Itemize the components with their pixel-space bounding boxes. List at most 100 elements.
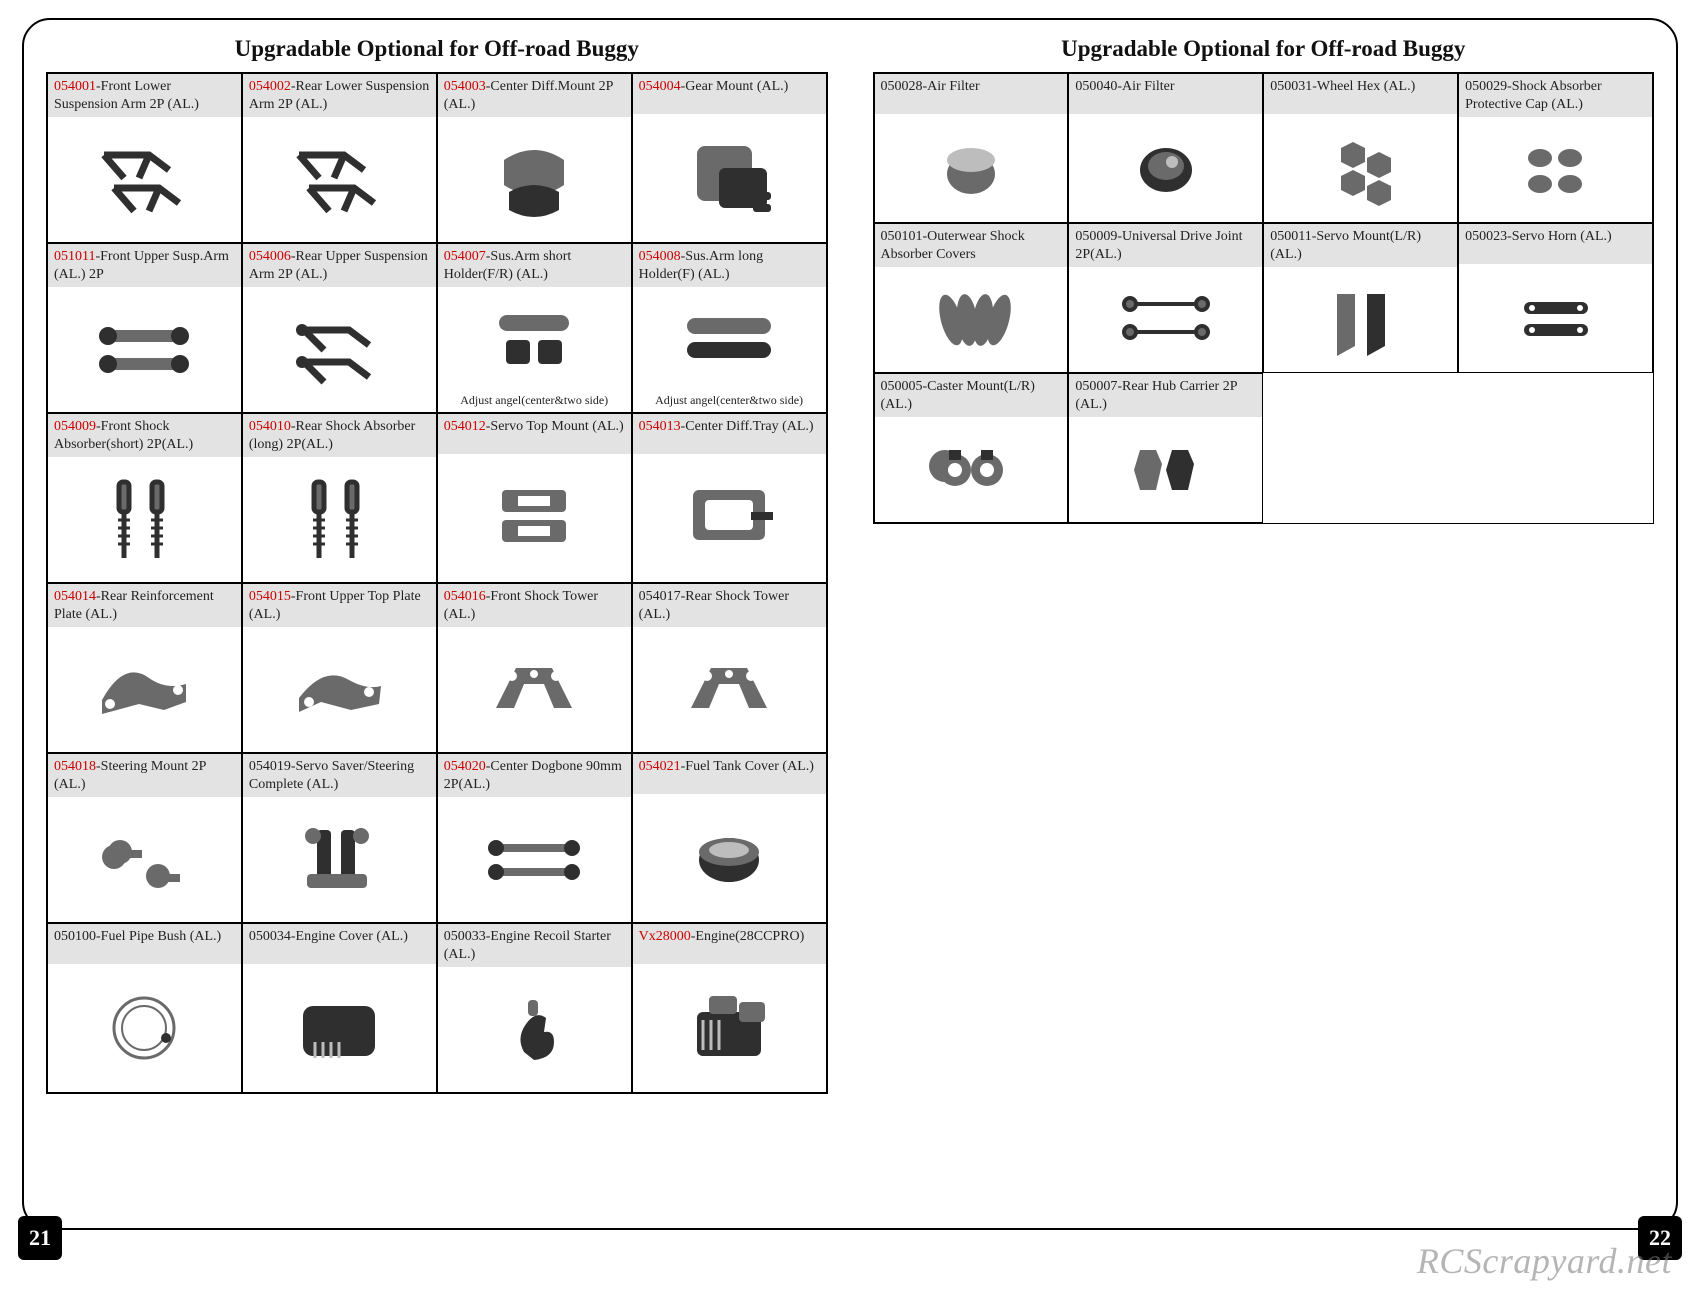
part-icon <box>1264 114 1457 222</box>
part-cell: 054019-Servo Saver/Steering Complete (AL… <box>242 753 437 923</box>
empty-cell <box>1263 373 1458 523</box>
part-label: 054021-Fuel Tank Cover (AL.) <box>633 754 826 794</box>
part-label: 050101-Outerwear Shock Absorber Covers <box>875 224 1068 267</box>
part-cell: 050007-Rear Hub Carrier 2P (AL.) <box>1068 373 1263 523</box>
part-cell: 051011-Front Upper Susp.Arm (AL.) 2P <box>47 243 242 413</box>
part-icon <box>633 454 826 582</box>
part-icon <box>633 794 826 922</box>
part-icon <box>1069 267 1262 372</box>
right-grid: 050028-Air Filter 050040-Air Filter 0500… <box>873 72 1655 524</box>
part-label: 054001-Front Lower Suspension Arm 2P (AL… <box>48 74 241 117</box>
part-cell: 050029-Shock Absorber Protective Cap (AL… <box>1458 73 1653 223</box>
part-cell: 054015-Front Upper Top Plate (AL.) <box>242 583 437 753</box>
part-icon <box>48 964 241 1092</box>
part-label: 050100-Fuel Pipe Bush (AL.) <box>48 924 241 964</box>
right-title: Upgradable Optional for Off-road Buggy <box>873 36 1655 62</box>
part-caption: Adjust angel(center&two side) <box>633 393 826 412</box>
part-label: Vx28000-Engine(28CCPRO) <box>633 924 826 964</box>
part-label: 054004-Gear Mount (AL.) <box>633 74 826 114</box>
part-label: 050023-Servo Horn (AL.) <box>1459 224 1652 264</box>
part-cell: 050031-Wheel Hex (AL.) <box>1263 73 1458 223</box>
part-label: 054007-Sus.Arm short Holder(F/R) (AL.) <box>438 244 631 287</box>
left-grid: 054001-Front Lower Suspension Arm 2P (AL… <box>46 72 828 1094</box>
part-icon <box>633 627 826 752</box>
part-label: 054020-Center Dogbone 90mm 2P(AL.) <box>438 754 631 797</box>
part-icon <box>875 114 1068 222</box>
part-label: 050033-Engine Recoil Starter (AL.) <box>438 924 631 967</box>
part-icon <box>1459 264 1652 372</box>
part-icon <box>243 797 436 922</box>
part-cell: 054001-Front Lower Suspension Arm 2P (AL… <box>47 73 242 243</box>
part-icon <box>1264 267 1457 372</box>
part-label: 051011-Front Upper Susp.Arm (AL.) 2P <box>48 244 241 287</box>
part-cell: 054009-Front Shock Absorber(short) 2P(AL… <box>47 413 242 583</box>
part-cell: 054016-Front Shock Tower (AL.) <box>437 583 632 753</box>
part-icon <box>243 117 436 242</box>
part-label: 054012-Servo Top Mount (AL.) <box>438 414 631 454</box>
part-icon <box>243 627 436 752</box>
part-cell: 050011-Servo Mount(L/R) (AL.) <box>1263 223 1458 373</box>
part-cell: 054012-Servo Top Mount (AL.) <box>437 413 632 583</box>
part-label: 050029-Shock Absorber Protective Cap (AL… <box>1459 74 1652 117</box>
part-cell: 054008-Sus.Arm long Holder(F) (AL.) Adju… <box>632 243 827 413</box>
part-label: 050011-Servo Mount(L/R) (AL.) <box>1264 224 1457 267</box>
part-label: 054016-Front Shock Tower (AL.) <box>438 584 631 627</box>
part-icon <box>438 287 631 393</box>
left-title: Upgradable Optional for Off-road Buggy <box>46 36 828 62</box>
part-label: 054013-Center Diff.Tray (AL.) <box>633 414 826 454</box>
part-label: 054017-Rear Shock Tower (AL.) <box>633 584 826 627</box>
part-label: 054008-Sus.Arm long Holder(F) (AL.) <box>633 244 826 287</box>
part-label: 054018-Steering Mount 2P (AL.) <box>48 754 241 797</box>
part-icon <box>48 457 241 582</box>
part-cell: 054006-Rear Upper Suspension Arm 2P (AL.… <box>242 243 437 413</box>
part-label: 050028-Air Filter <box>875 74 1068 114</box>
part-icon <box>48 117 241 242</box>
part-cell: 050033-Engine Recoil Starter (AL.) <box>437 923 632 1093</box>
part-cell: 054002-Rear Lower Suspension Arm 2P (AL.… <box>242 73 437 243</box>
part-icon <box>243 457 436 582</box>
part-cell: 050040-Air Filter <box>1068 73 1263 223</box>
part-icon <box>633 114 826 242</box>
part-label: 054014-Rear Reinforcement Plate (AL.) <box>48 584 241 627</box>
part-label: 050009-Universal Drive Joint 2P(AL.) <box>1069 224 1262 267</box>
part-cell: 050034-Engine Cover (AL.) <box>242 923 437 1093</box>
part-label: 054009-Front Shock Absorber(short) 2P(AL… <box>48 414 241 457</box>
part-cell: 054010-Rear Shock Absorber (long) 2P(AL.… <box>242 413 437 583</box>
part-icon <box>633 964 826 1092</box>
part-cell: 054017-Rear Shock Tower (AL.) <box>632 583 827 753</box>
part-cell: 050100-Fuel Pipe Bush (AL.) <box>47 923 242 1093</box>
part-label: 054015-Front Upper Top Plate (AL.) <box>243 584 436 627</box>
part-cell: 054014-Rear Reinforcement Plate (AL.) <box>47 583 242 753</box>
part-label: 050031-Wheel Hex (AL.) <box>1264 74 1457 114</box>
part-icon <box>243 287 436 412</box>
left-page: Upgradable Optional for Off-road Buggy 0… <box>24 20 851 1228</box>
part-cell: 054013-Center Diff.Tray (AL.) <box>632 413 827 583</box>
part-label: 054006-Rear Upper Suspension Arm 2P (AL.… <box>243 244 436 287</box>
part-icon <box>633 287 826 393</box>
part-cell: Vx28000-Engine(28CCPRO) <box>632 923 827 1093</box>
part-icon <box>48 287 241 412</box>
part-cell: 054018-Steering Mount 2P (AL.) <box>47 753 242 923</box>
part-cell: 054003-Center Diff.Mount 2P (AL.) <box>437 73 632 243</box>
part-label: 054010-Rear Shock Absorber (long) 2P(AL.… <box>243 414 436 457</box>
page-number-left: 21 <box>18 1216 62 1260</box>
part-icon <box>875 417 1068 522</box>
part-label: 054003-Center Diff.Mount 2P (AL.) <box>438 74 631 117</box>
empty-cell <box>1458 373 1653 523</box>
part-cell: 050023-Servo Horn (AL.) <box>1458 223 1653 373</box>
part-cell: 054007-Sus.Arm short Holder(F/R) (AL.) A… <box>437 243 632 413</box>
part-label: 050007-Rear Hub Carrier 2P (AL.) <box>1069 374 1262 417</box>
part-label: 050034-Engine Cover (AL.) <box>243 924 436 964</box>
part-label: 054002-Rear Lower Suspension Arm 2P (AL.… <box>243 74 436 117</box>
page-frame: Upgradable Optional for Off-road Buggy 0… <box>22 18 1678 1230</box>
part-cell: 050028-Air Filter <box>874 73 1069 223</box>
right-page: Upgradable Optional for Off-road Buggy 0… <box>851 20 1677 1228</box>
part-cell: 050101-Outerwear Shock Absorber Covers <box>874 223 1069 373</box>
watermark: RCScrapyard.net <box>1417 1240 1672 1282</box>
part-cell: 054021-Fuel Tank Cover (AL.) <box>632 753 827 923</box>
part-icon <box>438 454 631 582</box>
part-cell: 054004-Gear Mount (AL.) <box>632 73 827 243</box>
part-cell: 050009-Universal Drive Joint 2P(AL.) <box>1068 223 1263 373</box>
part-caption: Adjust angel(center&two side) <box>438 393 631 412</box>
part-icon <box>1459 117 1652 222</box>
